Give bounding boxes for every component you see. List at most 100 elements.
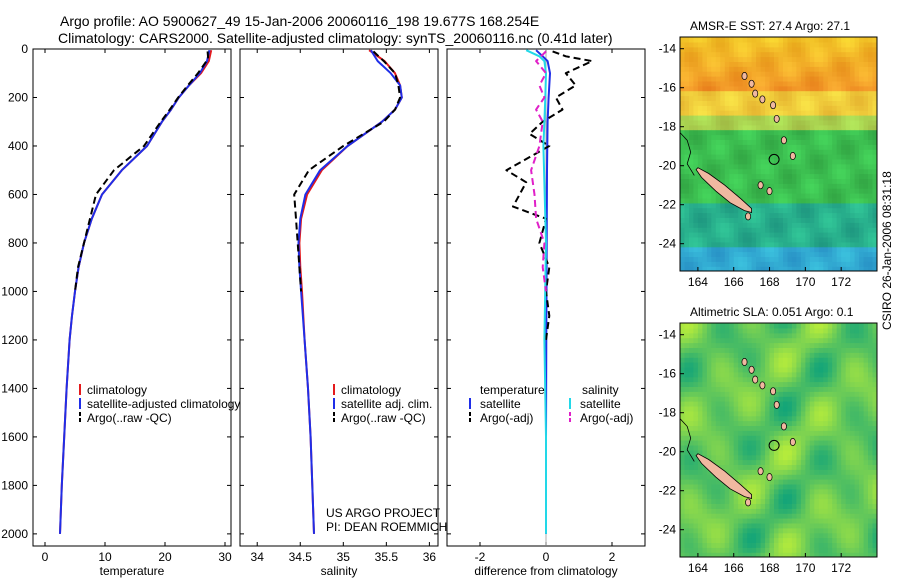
map-cell: [850, 202, 856, 209]
map-cell: [850, 71, 856, 77]
map-cell: [742, 197, 748, 204]
map-cell: [809, 498, 815, 504]
map-cell: [760, 552, 766, 557]
new-caledonia-island: [695, 453, 752, 500]
map-cell: [702, 256, 708, 262]
map-cell: [742, 37, 748, 43]
map-cell: [859, 454, 865, 461]
map-cell: [796, 469, 802, 475]
map-x-tick-label: 170: [795, 561, 815, 575]
map-cell: [832, 342, 838, 348]
map-cell: [756, 144, 762, 150]
map-cell: [791, 405, 797, 412]
map-cell: [800, 197, 806, 204]
map-cell: [841, 391, 847, 397]
map-cell: [863, 469, 869, 475]
map-cell: [729, 100, 735, 106]
map-cell: [724, 435, 730, 441]
map-cell: [684, 405, 690, 412]
map-cell: [751, 85, 757, 92]
map-cell: [769, 66, 775, 72]
map-cell: [778, 251, 784, 257]
map-cell: [680, 420, 686, 426]
map-cell: [854, 119, 860, 126]
map-cell: [836, 197, 842, 204]
map-cell: [863, 503, 869, 509]
map-cell: [680, 410, 686, 417]
map-cell: [787, 66, 793, 72]
map-cell: [783, 37, 789, 43]
map-cell: [827, 464, 833, 470]
map-cell: [832, 366, 838, 373]
map-cell: [814, 352, 820, 358]
map-cell: [747, 401, 753, 407]
map-cell: [845, 236, 851, 243]
map-cell: [765, 51, 771, 58]
map-cell: [697, 163, 703, 170]
map-cell: [711, 440, 717, 446]
map-cell: [702, 158, 708, 165]
map-cell: [774, 261, 780, 267]
map-cell: [859, 327, 865, 334]
map-cell: [836, 222, 842, 228]
map-cell: [765, 493, 771, 500]
map-cell: [796, 396, 802, 402]
map-cell: [742, 537, 748, 543]
map-cell: [729, 129, 735, 136]
map-cell: [854, 469, 860, 475]
map-cell: [791, 323, 797, 329]
map-cell: [778, 527, 784, 534]
map-cell: [702, 479, 708, 485]
map-cell: [733, 532, 739, 539]
map-cell: [720, 51, 726, 58]
map-cell: [841, 115, 847, 121]
map-cell: [729, 537, 735, 543]
map-cell: [859, 144, 865, 150]
map-cell: [684, 207, 690, 214]
map-cell: [711, 420, 717, 426]
map-cell: [742, 222, 748, 228]
map-cell: [729, 357, 735, 363]
map-cell: [738, 430, 744, 436]
map-cell: [693, 178, 699, 184]
map-cell: [809, 212, 815, 218]
map-cell: [680, 124, 686, 131]
map-cell: [796, 100, 802, 106]
map-cell: [841, 459, 847, 465]
map-cell: [796, 479, 802, 485]
map-cell: [823, 371, 829, 378]
map-cell: [769, 440, 775, 446]
map-cell: [832, 90, 838, 97]
map-cell: [863, 362, 869, 368]
map-cell: [706, 129, 712, 136]
map-cell: [689, 139, 695, 145]
map-cell: [729, 178, 735, 184]
map-cell: [841, 552, 847, 557]
map-cell: [760, 173, 766, 179]
map-cell: [783, 362, 789, 368]
map-cell: [836, 115, 842, 121]
map-cell: [702, 547, 708, 553]
map-cell: [823, 80, 829, 87]
map-cell: [805, 95, 811, 101]
map-cell: [760, 246, 766, 253]
map-cell: [836, 212, 842, 218]
map-cell: [787, 366, 793, 373]
map-cell: [738, 168, 744, 175]
map-cell: [733, 188, 739, 194]
map-cell: [805, 119, 811, 126]
map-cell: [863, 41, 869, 48]
map-cell: [715, 522, 721, 529]
map-cell: [823, 222, 829, 228]
map-cell: [769, 376, 775, 383]
map-cell: [760, 193, 766, 199]
island: [757, 181, 764, 190]
map-cell: [791, 415, 797, 422]
map-cell: [724, 415, 730, 422]
legend-label: Argo(..raw -QC): [341, 411, 426, 425]
map-cell: [756, 56, 762, 62]
map-cell: [805, 115, 811, 121]
map-cell: [809, 542, 815, 548]
map-cell: [791, 493, 797, 500]
map-cell: [818, 76, 824, 82]
